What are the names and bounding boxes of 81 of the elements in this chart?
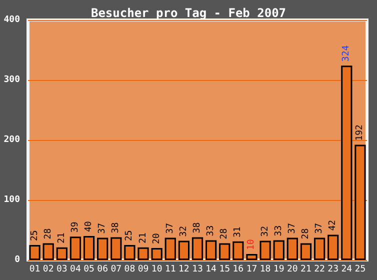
bar <box>328 234 339 260</box>
data-label: 28 <box>300 228 311 240</box>
bar <box>206 240 217 260</box>
data-label: 37 <box>314 222 325 234</box>
bar <box>83 236 95 260</box>
bar <box>300 243 312 260</box>
data-label: 37 <box>98 222 108 234</box>
x-tick-label: 15 <box>219 264 230 274</box>
y-tick-label: 100 <box>4 195 20 205</box>
bar <box>164 238 176 260</box>
bar <box>314 238 326 260</box>
x-tick-label: 16 <box>232 264 244 274</box>
x-tick-label: 19 <box>273 264 284 274</box>
bar <box>42 243 54 260</box>
bar <box>70 236 82 260</box>
data-label: 31 <box>233 226 244 238</box>
bar <box>138 247 149 260</box>
data-label: 324 <box>342 45 352 62</box>
data-label: 21 <box>56 232 67 244</box>
bar <box>219 243 230 260</box>
y-tick-label: 400 <box>4 15 20 25</box>
bar <box>56 247 68 260</box>
x-tick-label: 14 <box>206 264 216 274</box>
x-tick-label: 20 <box>287 264 298 274</box>
data-label: 33 <box>206 225 216 236</box>
x-tick-label: 17 <box>246 264 258 274</box>
x-tick-label: 05 <box>84 264 94 274</box>
bar <box>178 240 190 260</box>
data-label: 21 <box>138 232 148 244</box>
data-label: 32 <box>260 226 270 237</box>
chart-title: Besucher pro Tag - Feb 2007 <box>90 6 286 20</box>
data-label: 28 <box>220 228 230 240</box>
data-label: 192 <box>355 124 366 141</box>
bar <box>246 254 258 260</box>
data-label: 10 <box>246 239 257 250</box>
bar <box>151 248 162 260</box>
bar <box>232 241 244 260</box>
data-label: 32 <box>178 226 189 237</box>
data-label: 37 <box>287 222 298 234</box>
x-tick-label: 21 <box>300 264 312 274</box>
x-tick-label: 08 <box>124 264 136 274</box>
data-label: 25 <box>124 230 135 241</box>
y-tick-label: 300 <box>4 75 20 85</box>
bar <box>354 144 366 260</box>
x-tick-label: 24 <box>341 264 352 274</box>
data-label: 33 <box>274 225 284 236</box>
data-label: 39 <box>70 222 80 233</box>
data-label: 42 <box>328 220 338 231</box>
bar <box>192 237 204 260</box>
data-label: 40 <box>84 221 94 232</box>
x-tick-label: 13 <box>192 264 203 274</box>
data-label: 25 <box>30 230 40 241</box>
bar <box>110 237 122 260</box>
x-tick-label: 22 <box>314 264 325 274</box>
x-tick-label: 10 <box>151 264 162 274</box>
x-tick-label: 18 <box>260 264 271 274</box>
x-tick-label: 23 <box>328 264 339 274</box>
x-tick-label: 11 <box>164 264 176 274</box>
x-tick-label: 07 <box>110 264 122 274</box>
bar <box>124 245 136 260</box>
data-label: 37 <box>165 222 176 234</box>
bar <box>341 66 352 260</box>
x-tick-label: 04 <box>70 264 81 274</box>
data-label: 38 <box>192 222 202 234</box>
y-tick-label: 0 <box>14 255 20 265</box>
bar <box>29 245 40 260</box>
y-tick-label: 200 <box>4 135 20 145</box>
x-tick-label: 06 <box>97 264 108 274</box>
data-label: 20 <box>152 233 162 244</box>
x-tick-label: 01 <box>29 264 40 274</box>
bar <box>260 240 271 260</box>
data-label: 28 <box>43 228 54 240</box>
x-tick-label: 02 <box>42 264 54 274</box>
x-tick-label: 09 <box>138 264 149 274</box>
bar <box>97 238 108 260</box>
bar <box>273 240 284 260</box>
data-label: 38 <box>111 222 122 234</box>
x-tick-label: 25 <box>354 264 366 274</box>
x-tick-label: 12 <box>178 264 190 274</box>
bar <box>286 238 298 260</box>
x-tick-label: 03 <box>56 264 68 274</box>
